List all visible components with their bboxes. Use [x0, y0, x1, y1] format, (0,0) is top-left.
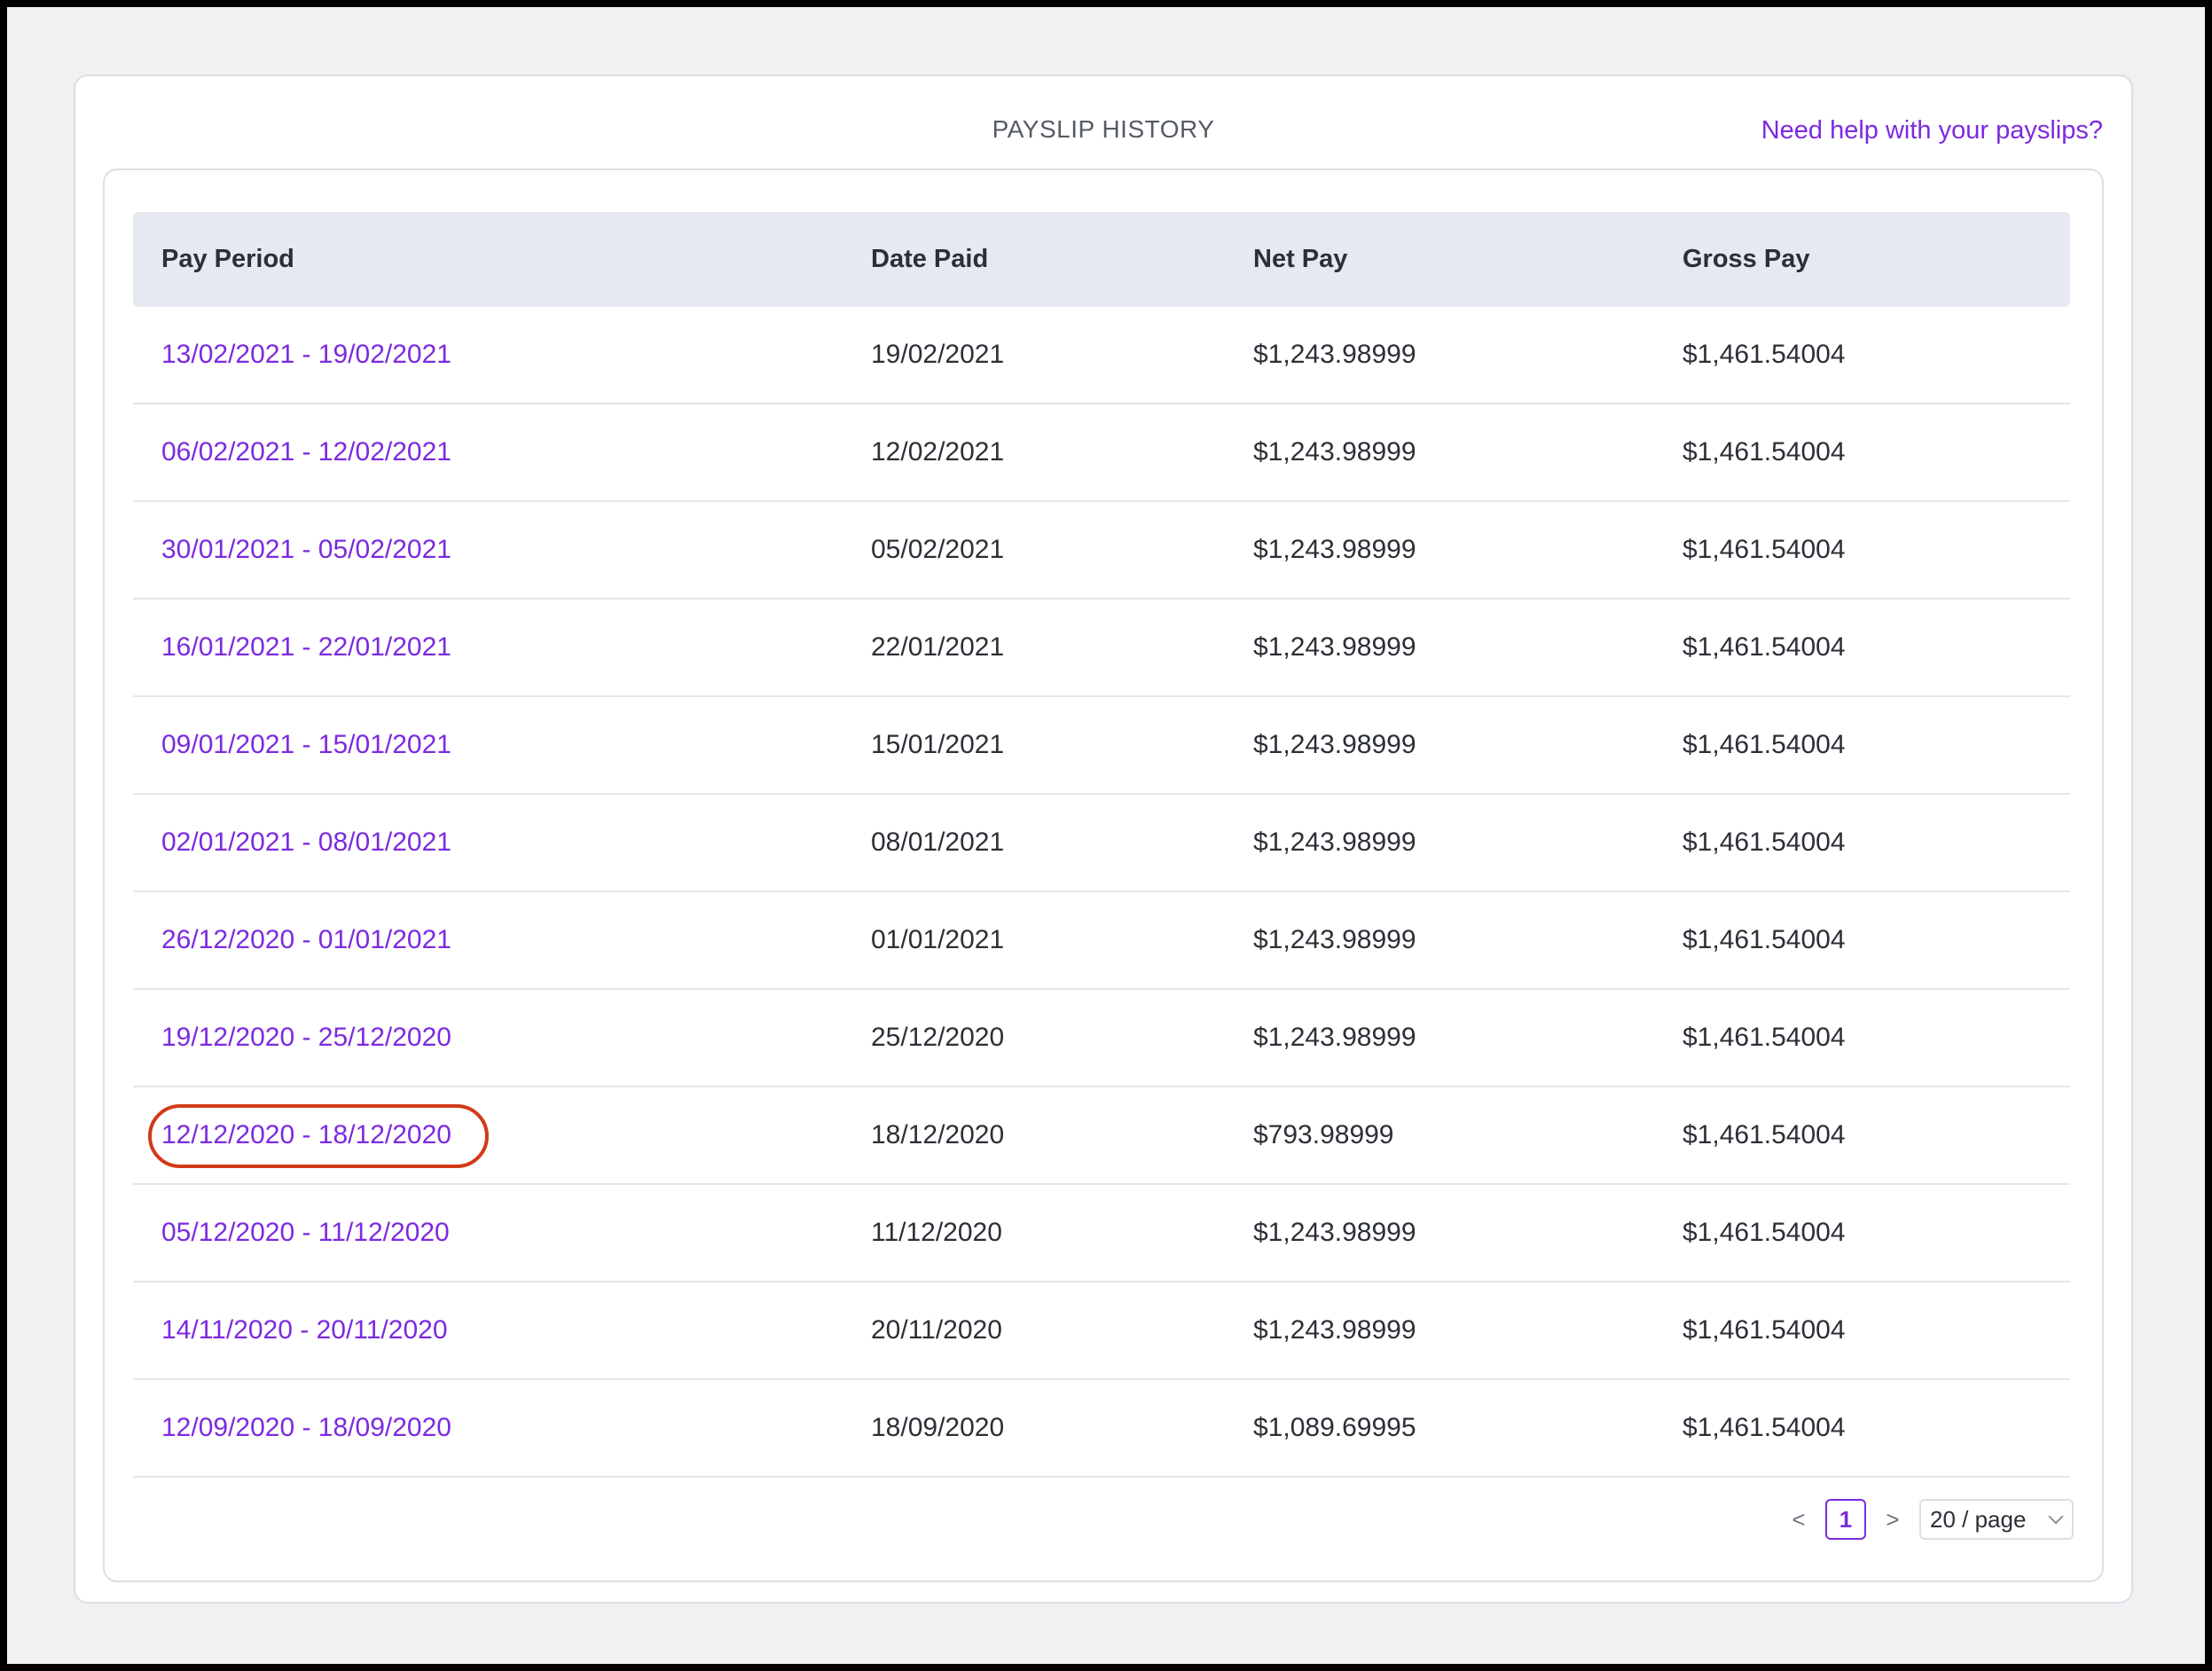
pay-period-link[interactable]: 16/01/2021 - 22/01/2021 [161, 632, 451, 662]
gross-pay-cell: $1,461.54004 [1654, 404, 2070, 502]
gross-pay-cell: $1,461.54004 [1654, 1184, 2070, 1283]
pay-period-cell: 13/02/2021 - 19/02/2021 [133, 307, 843, 404]
table-row: 05/12/2020 - 11/12/2020 11/12/2020 $1,24… [133, 1184, 2070, 1283]
column-header-gross-pay: Gross Pay [1654, 212, 2070, 307]
gross-pay-cell: $1,461.54004 [1654, 307, 2070, 404]
column-header-net-pay: Net Pay [1225, 212, 1654, 307]
net-pay-cell: $1,243.98999 [1225, 696, 1654, 795]
date-paid-cell: 25/12/2020 [843, 989, 1225, 1087]
date-paid-cell: 01/01/2021 [843, 891, 1225, 990]
column-header-pay-period: Pay Period [133, 212, 843, 307]
pay-period-link[interactable]: 05/12/2020 - 11/12/2020 [161, 1218, 450, 1247]
table-row: 12/12/2020 - 18/12/2020 18/12/2020 $793.… [133, 1087, 2070, 1185]
date-paid-cell: 20/11/2020 [843, 1282, 1225, 1380]
gross-pay-cell: $1,461.54004 [1654, 599, 2070, 697]
date-paid-cell: 08/01/2021 [843, 794, 1225, 892]
pay-period-link[interactable]: 09/01/2021 - 15/01/2021 [161, 730, 451, 759]
pay-period-cell: 19/12/2020 - 25/12/2020 [133, 989, 843, 1087]
gross-pay-cell: $1,461.54004 [1654, 1379, 2070, 1478]
pay-period-link[interactable]: 12/09/2020 - 18/09/2020 [161, 1413, 451, 1442]
table-row: 19/12/2020 - 25/12/2020 25/12/2020 $1,24… [133, 989, 2070, 1087]
page-1-button[interactable]: 1 [1825, 1499, 1866, 1540]
pay-period-link[interactable]: 13/02/2021 - 19/02/2021 [161, 340, 451, 369]
payslip-table: Pay Period Date Paid Net Pay Gross Pay 1… [133, 212, 2070, 1478]
table-row: 02/01/2021 - 08/01/2021 08/01/2021 $1,24… [133, 794, 2070, 892]
gross-pay-cell: $1,461.54004 [1654, 501, 2070, 600]
net-pay-cell: $1,243.98999 [1225, 599, 1654, 697]
table-row: 09/01/2021 - 15/01/2021 15/01/2021 $1,24… [133, 696, 2070, 795]
page-size-select[interactable]: 20 / page [1919, 1499, 2074, 1540]
pay-period-cell: 02/01/2021 - 08/01/2021 [133, 794, 843, 892]
payslip-table-card: Pay Period Date Paid Net Pay Gross Pay 1… [103, 169, 2104, 1582]
net-pay-cell: $1,243.98999 [1225, 891, 1654, 990]
net-pay-cell: $1,243.98999 [1225, 794, 1654, 892]
pay-period-cell: 12/12/2020 - 18/12/2020 [133, 1087, 843, 1185]
net-pay-cell: $1,243.98999 [1225, 1282, 1654, 1380]
date-paid-cell: 15/01/2021 [843, 696, 1225, 795]
date-paid-cell: 19/02/2021 [843, 307, 1225, 404]
table-row: 30/01/2021 - 05/02/2021 05/02/2021 $1,24… [133, 501, 2070, 600]
net-pay-cell: $1,089.69995 [1225, 1379, 1654, 1478]
pay-period-cell: 09/01/2021 - 15/01/2021 [133, 696, 843, 795]
previous-page-icon[interactable]: < [1792, 1505, 1806, 1533]
gross-pay-cell: $1,461.54004 [1654, 794, 2070, 892]
pay-period-link[interactable]: 12/12/2020 - 18/12/2020 [161, 1120, 451, 1149]
pay-period-cell: 12/09/2020 - 18/09/2020 [133, 1379, 843, 1478]
gross-pay-cell: $1,461.54004 [1654, 891, 2070, 990]
pay-period-cell: 05/12/2020 - 11/12/2020 [133, 1184, 843, 1283]
gross-pay-cell: $1,461.54004 [1654, 1087, 2070, 1185]
table-row: 26/12/2020 - 01/01/2021 01/01/2021 $1,24… [133, 891, 2070, 990]
help-link[interactable]: Need help with your payslips? [1761, 116, 2103, 145]
gross-pay-cell: $1,461.54004 [1654, 696, 2070, 795]
pay-period-link[interactable]: 19/12/2020 - 25/12/2020 [161, 1023, 451, 1052]
payslip-history-panel: PAYSLIP HISTORY Need help with your pays… [74, 75, 2133, 1604]
net-pay-cell: $1,243.98999 [1225, 307, 1654, 404]
pay-period-link[interactable]: 06/02/2021 - 12/02/2021 [161, 437, 451, 467]
pay-period-link[interactable]: 30/01/2021 - 05/02/2021 [161, 535, 451, 564]
net-pay-cell: $1,243.98999 [1225, 404, 1654, 502]
table-header-row: Pay Period Date Paid Net Pay Gross Pay [133, 212, 2070, 307]
net-pay-cell: $1,243.98999 [1225, 989, 1654, 1087]
pay-period-cell: 06/02/2021 - 12/02/2021 [133, 404, 843, 502]
date-paid-cell: 11/12/2020 [843, 1184, 1225, 1283]
app-screen: PAYSLIP HISTORY Need help with your pays… [7, 7, 2205, 1664]
chevron-down-icon [2048, 1509, 2064, 1525]
net-pay-cell: $793.98999 [1225, 1087, 1654, 1185]
pay-period-link[interactable]: 26/12/2020 - 01/01/2021 [161, 925, 451, 954]
column-header-date-paid: Date Paid [843, 212, 1225, 307]
pay-period-cell: 26/12/2020 - 01/01/2021 [133, 891, 843, 990]
table-row: 06/02/2021 - 12/02/2021 12/02/2021 $1,24… [133, 404, 2070, 502]
pay-period-cell: 30/01/2021 - 05/02/2021 [133, 501, 843, 600]
date-paid-cell: 18/12/2020 [843, 1087, 1225, 1185]
gross-pay-cell: $1,461.54004 [1654, 989, 2070, 1087]
date-paid-cell: 05/02/2021 [843, 501, 1225, 600]
pay-period-cell: 16/01/2021 - 22/01/2021 [133, 599, 843, 697]
date-paid-cell: 12/02/2021 [843, 404, 1225, 502]
pay-period-link[interactable]: 02/01/2021 - 08/01/2021 [161, 828, 451, 857]
table-row: 12/09/2020 - 18/09/2020 18/09/2020 $1,08… [133, 1379, 2070, 1478]
next-page-icon[interactable]: > [1886, 1505, 1900, 1533]
pay-period-link[interactable]: 14/11/2020 - 20/11/2020 [161, 1315, 448, 1345]
page-size-value: 20 / page [1930, 1505, 2027, 1533]
pagination: < 1 > 20 / page [1788, 1498, 2074, 1541]
net-pay-cell: $1,243.98999 [1225, 1184, 1654, 1283]
gross-pay-cell: $1,461.54004 [1654, 1282, 2070, 1380]
table-row: 14/11/2020 - 20/11/2020 20/11/2020 $1,24… [133, 1282, 2070, 1380]
table-row: 13/02/2021 - 19/02/2021 19/02/2021 $1,24… [133, 307, 2070, 404]
date-paid-cell: 22/01/2021 [843, 599, 1225, 697]
pay-period-cell: 14/11/2020 - 20/11/2020 [133, 1282, 843, 1380]
net-pay-cell: $1,243.98999 [1225, 501, 1654, 600]
date-paid-cell: 18/09/2020 [843, 1379, 1225, 1478]
table-row: 16/01/2021 - 22/01/2021 22/01/2021 $1,24… [133, 599, 2070, 697]
page-title: PAYSLIP HISTORY [992, 115, 1215, 143]
